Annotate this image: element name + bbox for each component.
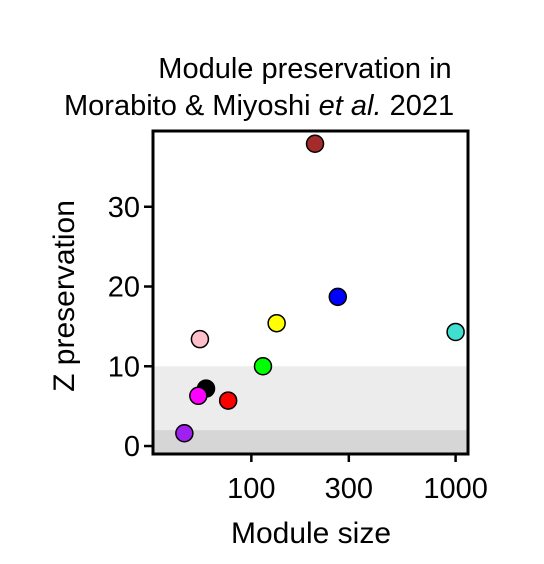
data-point-magenta [189,386,208,406]
chart-title-line-1: Module preservation in [158,53,451,85]
plot-frame [151,129,470,456]
data-point-yellow [267,313,286,333]
chart-title-etal: et al. [319,90,382,122]
threshold-bands [153,366,468,454]
data-point-pink [190,329,210,349]
data-point-green [253,357,273,376]
x-tick-label-100: 100 [227,473,275,505]
y-tick-label-10: 10 [108,351,140,383]
y-axis-ticks: 0 10 20 30 [108,192,153,463]
y-tick-label-20: 20 [108,272,140,304]
y-tick-label-30: 30 [108,192,140,224]
data-point-blue [328,287,348,307]
data-points [175,134,465,443]
data-point-red [218,391,238,410]
chart-title-year: 2021 [382,90,455,122]
y-axis-label: Z preservation [48,200,81,392]
threshold-band-1 [153,430,468,454]
x-tick-label-1000: 1000 [423,473,488,505]
chart-title-authors: Morabito & Miyoshi [64,90,319,122]
chart-title-line-2: Morabito & Miyoshi et al. 2021 [64,90,454,122]
data-point-purple [175,424,194,443]
data-point-brown [305,134,325,154]
y-tick-label-0: 0 [124,431,140,463]
x-axis-ticks: 100 300 1000 [227,454,488,505]
x-tick-label-300: 300 [325,473,373,505]
data-point-turquoise [446,322,465,342]
x-axis-label: Module size [231,517,391,550]
